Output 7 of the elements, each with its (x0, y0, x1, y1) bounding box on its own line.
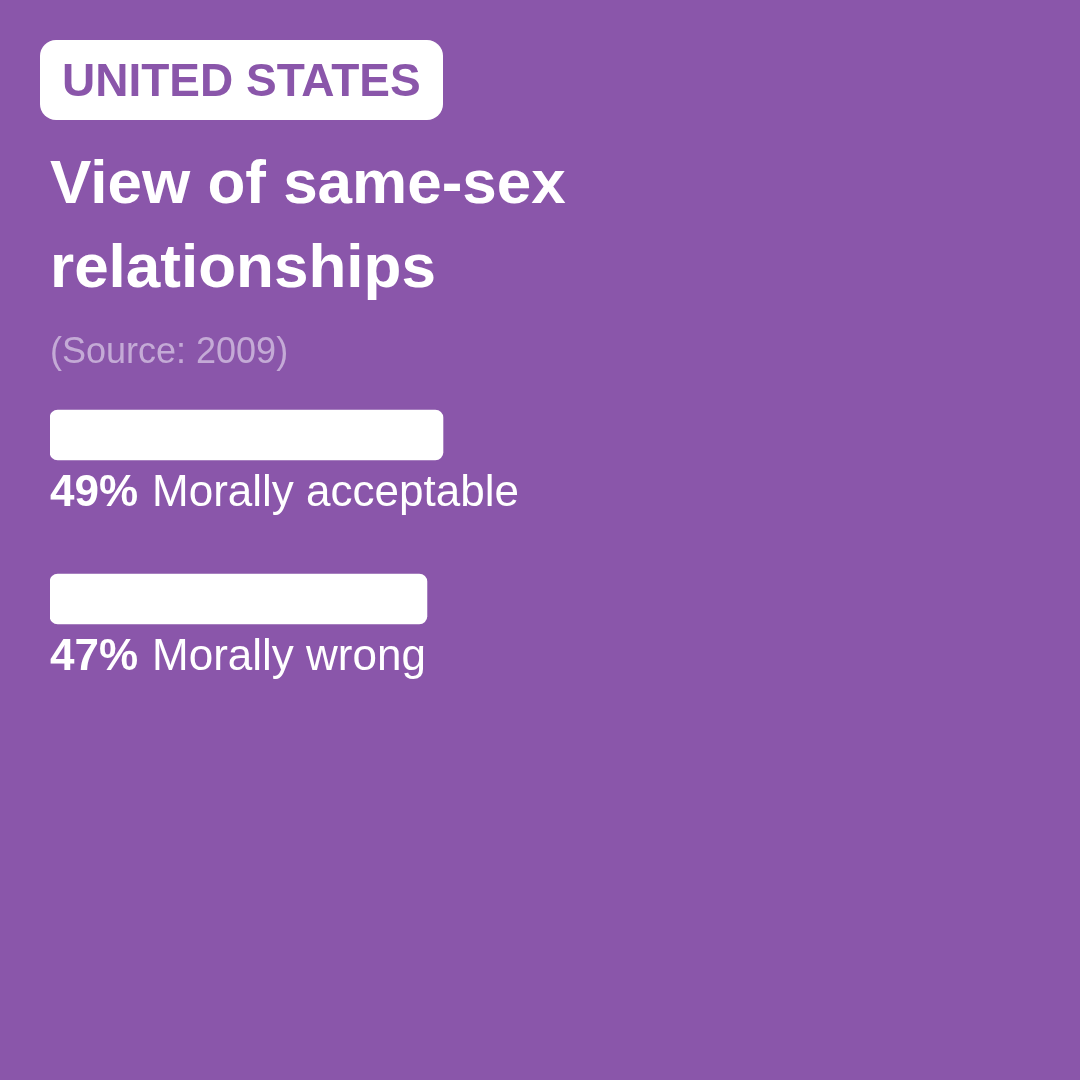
chart-subtitle: UNITED STATES (40, 40, 443, 120)
data-label: 47% (50, 630, 139, 679)
chart-title: View of same-sex relationships (50, 146, 567, 302)
y-tick-label: Morally acceptable (152, 466, 519, 515)
text: (Source: 2009) (50, 330, 289, 372)
y-tick-label: Morally wrong (152, 630, 426, 679)
data-label: 49% (50, 466, 139, 515)
